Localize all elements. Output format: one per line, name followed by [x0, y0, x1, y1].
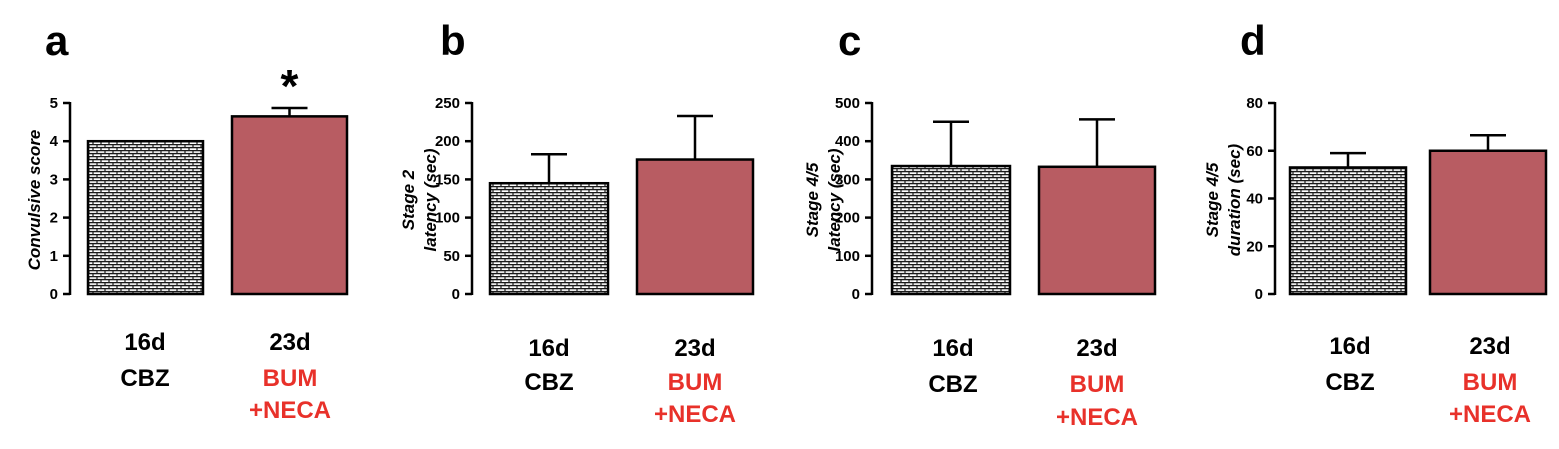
bar-23d-bum — [635, 158, 755, 296]
category-treatment-label: CBZ — [928, 371, 977, 398]
category-treatment-label-2: +NECA — [654, 401, 736, 428]
panel-letter: d — [1240, 17, 1266, 64]
category-treatment-label: BUM — [1463, 369, 1518, 396]
y-tick-label: 80 — [1246, 95, 1263, 112]
bar-16d-cbz — [488, 181, 610, 296]
y-tick-label: 20 — [1246, 238, 1263, 255]
category-age-label: 23d — [1076, 335, 1117, 362]
category-treatment-label: BUM — [668, 369, 723, 396]
y-axis-label: Stage 4/5 latency (sec) — [803, 148, 844, 251]
y-tick-label: 3 — [50, 171, 58, 188]
error-bar — [677, 114, 713, 160]
category-age-label: 23d — [269, 329, 310, 356]
error-bar — [1079, 118, 1115, 167]
category-age-label: 16d — [124, 329, 165, 356]
category-treatment-label: CBZ — [1325, 369, 1374, 396]
y-tick-label: 0 — [452, 286, 460, 303]
y-tick-label: 200 — [835, 210, 860, 227]
y-tick-label: 50 — [443, 248, 460, 265]
y-tick-label: 0 — [852, 286, 860, 303]
bar-16d-cbz — [890, 164, 1012, 296]
y-tick-label: 300 — [835, 171, 860, 188]
error-bar — [1470, 133, 1506, 151]
y-axis-label: Convulsive score — [25, 130, 44, 271]
category-treatment-label: BUM — [263, 365, 318, 392]
y-tick-label: 200 — [435, 133, 460, 150]
y-tick-label: 500 — [835, 95, 860, 112]
category-treatment-label: CBZ — [524, 369, 573, 396]
category-age-label: 16d — [932, 335, 973, 362]
bar-23d-bum — [1428, 149, 1548, 296]
y-tick-label: 0 — [1255, 286, 1263, 303]
significance-marker: * — [281, 60, 299, 112]
error-bar — [933, 120, 969, 167]
category-age-label: 23d — [1469, 333, 1510, 360]
y-axis-label: Stage 4/5 duration (sec) — [1203, 143, 1244, 256]
y-axis-label: Stage 2 latency (sec) — [399, 148, 440, 251]
y-tick-label: 60 — [1246, 143, 1263, 160]
category-treatment-label: BUM — [1070, 371, 1125, 398]
bar-23d-bum — [1037, 165, 1157, 296]
y-tick-label: 100 — [435, 210, 460, 227]
panel-a: a Convulsive score 0 1 2 3 4 5 16d CBZ * 23d BUM +NEC… — [25, 17, 349, 424]
y-tick-label: 1 — [50, 248, 58, 265]
panel-letter: a — [45, 17, 69, 64]
y-tick-label: 400 — [835, 133, 860, 150]
category-treatment-label-2: +NECA — [1449, 401, 1531, 428]
panel-letter: b — [440, 17, 466, 64]
y-tick-label: 4 — [50, 133, 59, 150]
y-tick-label: 100 — [835, 248, 860, 265]
bar-16d-cbz — [1288, 166, 1408, 296]
y-tick-label: 2 — [50, 210, 58, 227]
error-bar — [1330, 151, 1366, 168]
error-bar — [271, 106, 308, 117]
bar-16d-cbz — [86, 139, 205, 296]
category-age-label: 16d — [528, 335, 569, 362]
y-tick-label: 0 — [50, 286, 58, 303]
bar-23d-bum — [230, 115, 349, 296]
error-bar — [531, 152, 567, 184]
category-age-label: 16d — [1329, 333, 1370, 360]
category-treatment-label: CBZ — [120, 365, 169, 392]
y-tick-label: 40 — [1246, 191, 1263, 208]
y-tick-label: 150 — [435, 171, 460, 188]
panel-d: d Stage 4/5 duration (sec) 0 20 40 60 80 16d CBZ 2… — [1203, 17, 1548, 428]
category-treatment-label-2: +NECA — [249, 397, 331, 424]
y-tick-label: 5 — [50, 95, 58, 112]
panel-c: c Stage 4/5 latency (sec) 0 100 200 300 400 500 1… — [803, 17, 1157, 431]
panel-b: b Stage 2 latency (sec) 0 50 100 150 200 250 16d C… — [399, 17, 755, 428]
category-treatment-label-2: +NECA — [1056, 404, 1138, 431]
y-tick-label: 250 — [435, 95, 460, 112]
panel-letter: c — [838, 17, 861, 64]
category-age-label: 23d — [674, 335, 715, 362]
